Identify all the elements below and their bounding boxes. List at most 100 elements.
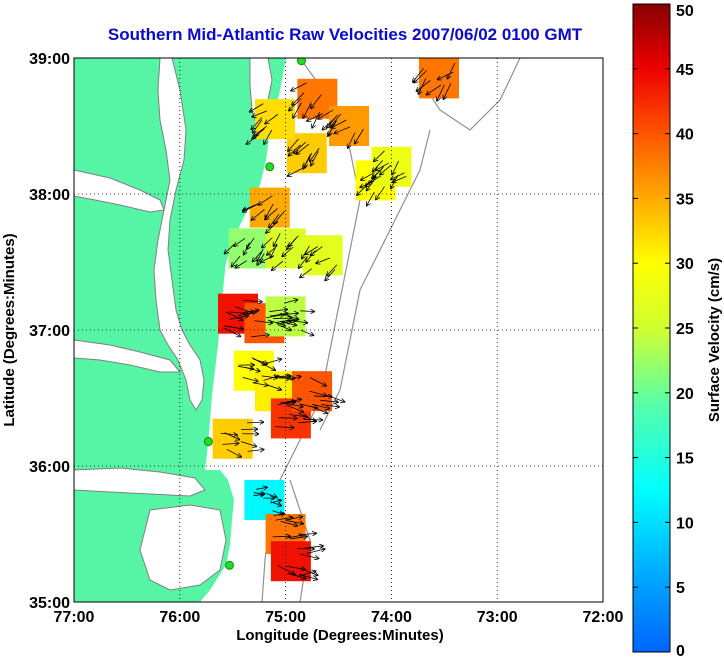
vector-arrow: [285, 314, 298, 319]
vector-arrow: [275, 427, 293, 428]
colorbar: [632, 3, 671, 653]
colorbar-tick-label: 15: [676, 451, 694, 468]
vector-arrow: [252, 209, 265, 220]
y-tick-label: 38:00: [29, 187, 70, 204]
vector-arrow: [254, 125, 267, 135]
vector-arrow: [309, 390, 326, 396]
vector-arrow: [232, 255, 241, 267]
station-marker-3: [225, 560, 235, 570]
y-tick-label: 35:00: [29, 595, 70, 612]
vector-arrow: [320, 400, 338, 402]
vector-arrow: [277, 321, 291, 324]
vector-arrow: [296, 143, 310, 154]
radar-stations: [203, 58, 306, 570]
vector-arrow: [274, 210, 285, 224]
colorbar-tick-label: 25: [676, 321, 694, 338]
vector-arrow: [278, 418, 296, 419]
vector-arrow: [418, 78, 427, 94]
colorbar-tick-label: 40: [676, 127, 694, 144]
station-marker-0: [296, 58, 306, 66]
vector-arrow: [288, 414, 307, 416]
vector-arrow: [220, 433, 237, 435]
vector-arrow: [321, 404, 339, 406]
vector-arrow: [263, 376, 278, 381]
vector-arrow: [302, 245, 310, 259]
x-tick-labels: 77:00 76:00 75:00 74:00 73:00 72:00: [54, 609, 624, 626]
vector-arrow: [267, 319, 285, 325]
vector-arrow: [311, 151, 319, 165]
vector-arrow: [304, 546, 323, 548]
vector-arrow: [282, 246, 294, 256]
vector-arrow: [327, 114, 338, 128]
vector-arrow: [365, 175, 377, 187]
vector-arrow: [293, 321, 308, 323]
vector-arrow: [250, 335, 269, 337]
vector-arrow: [261, 255, 274, 262]
vector-arrow: [288, 168, 303, 176]
vector-arrow: [283, 300, 298, 304]
vector-arrow: [288, 144, 301, 156]
vector-arrow: [252, 358, 268, 364]
vector-arrow: [286, 565, 305, 569]
vector-arrow: [309, 377, 326, 386]
x-tick-label: 73:00: [477, 609, 518, 626]
vector-arrow: [288, 138, 299, 151]
colorbar-tick-label: 10: [676, 515, 694, 532]
vector-arrow: [307, 113, 323, 121]
vector-arrow: [253, 493, 265, 494]
x-tick-label: 74:00: [371, 609, 412, 626]
vector-arrow: [238, 366, 253, 369]
vector-arrow: [226, 448, 241, 457]
vector-arrow: [285, 520, 303, 524]
potomac-river: [74, 169, 165, 213]
vector-arrow: [223, 327, 241, 337]
vector-arrow: [256, 487, 267, 489]
vector-arrow: [306, 549, 324, 555]
vector-arrow: [275, 517, 292, 521]
vector-arrow: [376, 162, 389, 170]
colorbar-ticks: 0 5 10 15 20 25 30 35 40 45 50: [633, 3, 694, 659]
vector-arrow: [305, 246, 318, 255]
colorbar-tick-label: 20: [676, 386, 694, 403]
vector-arrow: [297, 571, 315, 577]
pamlico-sound: [139, 504, 227, 591]
vector-arrow: [264, 129, 273, 144]
vector-arrow: [243, 203, 259, 211]
vector-arrow: [367, 177, 376, 191]
vector-arrow: [355, 128, 364, 144]
vector-arrow: [262, 237, 273, 248]
vector-arrow: [283, 313, 298, 314]
x-tick-label: 76:00: [159, 609, 200, 626]
vector-arrow: [252, 383, 267, 386]
x-tick-label: 77:00: [54, 609, 95, 626]
vector-arrow: [367, 191, 375, 205]
vector-arrow: [289, 536, 307, 539]
vector-arrow: [331, 119, 347, 128]
vector-arrow: [334, 126, 351, 133]
vector-arrow: [300, 268, 312, 278]
colorbar-tick-label: 45: [676, 62, 694, 79]
vector-arrow: [437, 84, 445, 101]
y-tick-labels: 35:00 36:00 37:00 38:00 39:00: [29, 51, 70, 612]
vector-arrow: [266, 384, 281, 390]
vector-arrow: [225, 243, 235, 253]
velocity-patch-8: [265, 228, 306, 269]
vector-arrow: [443, 83, 452, 99]
vector-arrow: [392, 175, 407, 182]
station-marker-2: [203, 437, 213, 447]
vector-arrow: [247, 449, 264, 451]
vector-arrow: [426, 84, 442, 95]
map-frame: [73, 57, 604, 603]
vector-arrow: [327, 264, 338, 276]
vector-arrow: [311, 94, 322, 109]
colorbar-label: Surface Velocity (cm/s): [706, 258, 723, 422]
vector-arrow: [278, 324, 291, 330]
vector-arrow: [270, 244, 278, 258]
vector-arrow: [277, 565, 295, 575]
vector-arrow: [414, 70, 428, 83]
vector-arrow: [266, 359, 282, 364]
vector-arrow: [391, 172, 405, 179]
vector-arrow: [265, 315, 284, 319]
vector-arrow: [373, 166, 385, 178]
vector-arrow: [297, 421, 316, 423]
